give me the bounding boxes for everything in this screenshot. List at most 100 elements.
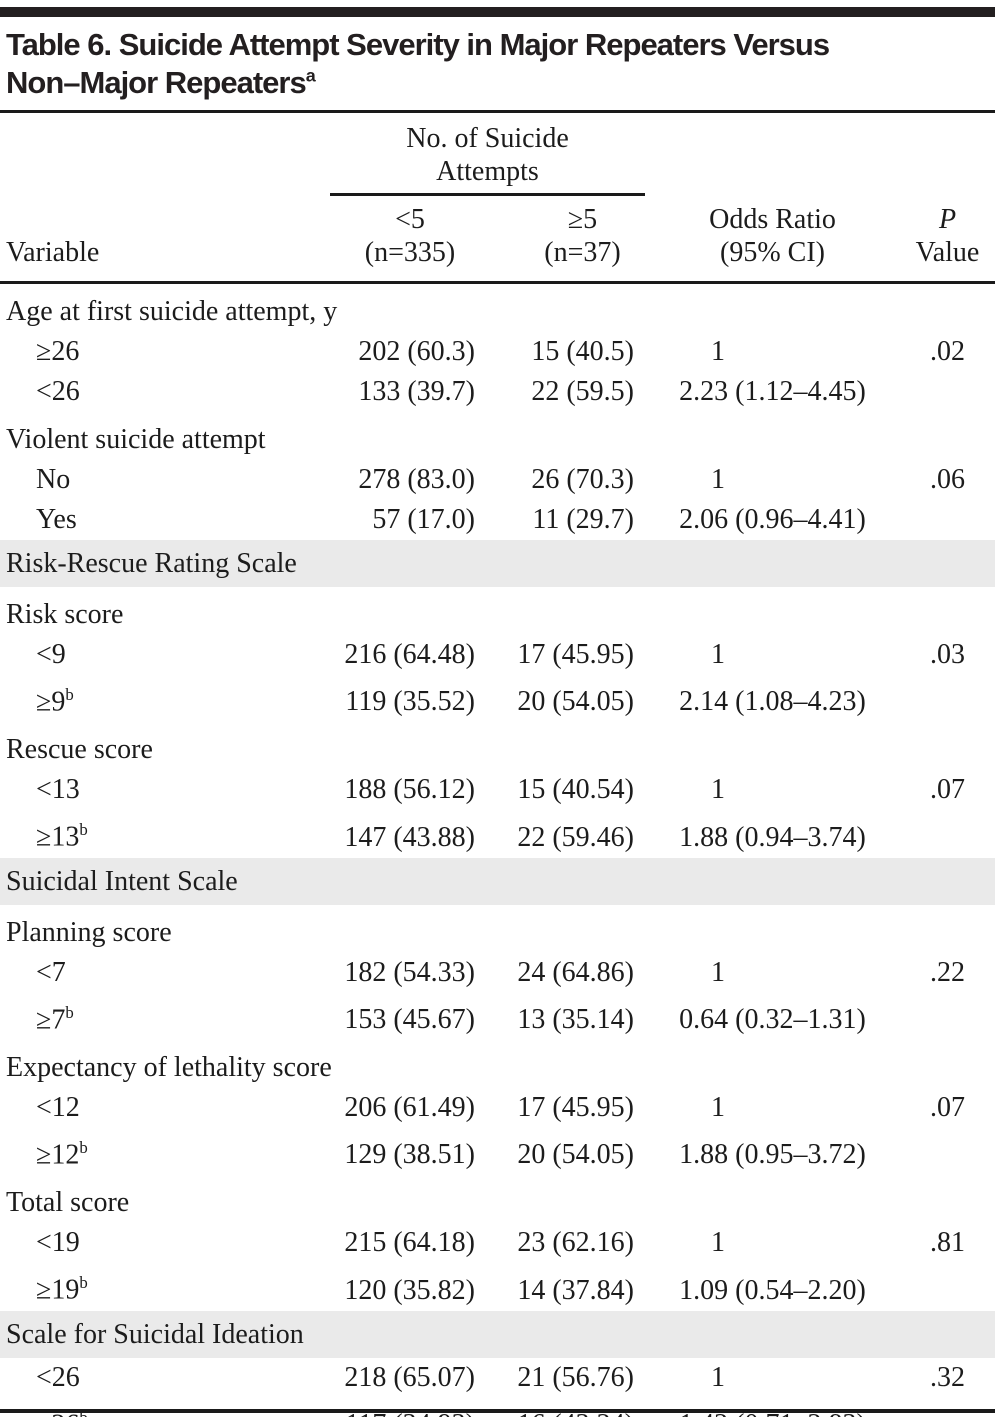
header-col-p-value: P Value bbox=[900, 194, 995, 284]
cell-variable: <26 bbox=[36, 1361, 80, 1393]
cell-p-value bbox=[900, 810, 995, 857]
cell-lt5: 188 (56.12) bbox=[344, 774, 475, 806]
header-col-lt5: <5 (n=335) bbox=[330, 194, 490, 284]
cell-ge5: 20 (54.05) bbox=[517, 1139, 634, 1171]
header-lt5-line-2: (n=335) bbox=[364, 236, 456, 268]
cell-p-value bbox=[900, 993, 995, 1040]
header-attempts-spanner: No. of Suicide Attempts bbox=[330, 113, 645, 196]
cell-variable: ≥7b bbox=[36, 1002, 74, 1035]
cell-odds-ratio: 1.88 (0.94–3.74) bbox=[679, 821, 866, 853]
group-label-row: Expectancy of lethality score bbox=[0, 1040, 995, 1088]
cell-odds-ratio: 2.14 (1.08–4.23) bbox=[679, 686, 866, 718]
cell-lt5: 215 (64.18) bbox=[344, 1227, 475, 1259]
cell-lt5: 278 (83.0) bbox=[358, 463, 475, 495]
attempts-spanner-line-1: No. of Suicide bbox=[406, 122, 569, 154]
header-ge5-line-2: (n=37) bbox=[544, 236, 621, 268]
cell-p-value: .32 bbox=[930, 1361, 965, 1393]
cell-p-value: .02 bbox=[930, 335, 965, 367]
cell-variable: ≥12b bbox=[36, 1137, 88, 1171]
table-row: <9 216 (64.48) 17 (45.95) 1 .03 bbox=[0, 635, 995, 675]
footnote-marker: b bbox=[65, 684, 74, 704]
title-rule bbox=[0, 109, 995, 113]
cell-lt5: 153 (45.67) bbox=[344, 1003, 475, 1035]
table-row: ≥9b 119 (35.52) 20 (54.05) 2.14 (1.08–4.23) bbox=[0, 675, 995, 722]
title-line-2: Non–Major Repeatersa bbox=[6, 64, 989, 102]
table-title: Table 6. Suicide Attempt Severity in Maj… bbox=[0, 0, 995, 103]
cell-p-value: .06 bbox=[930, 463, 965, 495]
title-footnote-marker: a bbox=[305, 66, 316, 87]
group-label: Total score bbox=[6, 1187, 130, 1219]
section-band-row: Suicidal Intent Scale bbox=[0, 857, 995, 905]
cell-variable: ≥13b bbox=[36, 820, 88, 853]
cell-odds-ratio: 2.23 (1.12–4.45) bbox=[679, 375, 866, 407]
header-odds-ratio-line-1: Odds Ratio bbox=[709, 203, 836, 235]
section-band-label: Scale for Suicidal Ideation bbox=[0, 1310, 995, 1358]
group-label-row: Violent suicide attempt bbox=[0, 412, 995, 460]
cell-ge5: 23 (62.16) bbox=[517, 1227, 634, 1259]
section-band-label: Suicidal Intent Scale bbox=[0, 857, 995, 905]
severity-table: No. of Suicide Attempts Variable <5 (n=3… bbox=[0, 113, 995, 1417]
cell-odds-ratio: 2.06 (0.96–4.41) bbox=[679, 503, 866, 535]
table-row: <13 188 (56.12) 15 (40.54) 1 .07 bbox=[0, 770, 995, 810]
header-variable: Variable bbox=[0, 194, 330, 284]
table-row: Yes 57 (17.0) 11 (29.7) 2.06 (0.96–4.41) bbox=[0, 500, 995, 540]
cell-ge5: 17 (45.95) bbox=[517, 1091, 634, 1123]
cell-odds-ratio: 1.09 (0.54–2.20) bbox=[679, 1274, 866, 1306]
cell-ge5: 13 (35.14) bbox=[517, 1003, 634, 1035]
cell-lt5: 117 (34.93) bbox=[330, 1398, 490, 1417]
cell-ge5: 21 (56.76) bbox=[517, 1361, 634, 1393]
cell-ge5: 16 (43.24) bbox=[490, 1398, 645, 1417]
group-label-row: Risk score bbox=[0, 587, 995, 635]
cell-odds-ratio: 1 bbox=[711, 638, 725, 670]
group-label-row: Planning score bbox=[0, 905, 995, 953]
group-label: Age at first suicide attempt, y bbox=[6, 295, 338, 327]
table-row: <19 215 (64.18) 23 (62.16) 1 .81 bbox=[0, 1223, 995, 1263]
cell-odds-ratio: 1 bbox=[711, 956, 725, 988]
cell-p-value bbox=[900, 1263, 995, 1310]
group-label: Risk score bbox=[6, 598, 124, 630]
cell-p-value bbox=[900, 372, 995, 412]
header-col-ge5: ≥5 (n=37) bbox=[490, 194, 645, 284]
cell-p-value bbox=[900, 1128, 995, 1175]
cell-ge5: 24 (64.86) bbox=[517, 956, 634, 988]
cell-p-value: .07 bbox=[930, 1091, 965, 1123]
section-band-row: Risk-Rescue Rating Scale bbox=[0, 539, 995, 587]
group-label-row: Age at first suicide attempt, y bbox=[0, 282, 995, 332]
cell-p-value: .22 bbox=[930, 956, 965, 988]
cell-ge5: 22 (59.5) bbox=[531, 375, 634, 407]
cell-variable: <13 bbox=[36, 774, 80, 806]
cell-p-value bbox=[900, 1398, 995, 1417]
header-ge5-line-1: ≥5 bbox=[567, 203, 598, 235]
cell-variable: <7 bbox=[36, 956, 66, 988]
table-row: ≥26b117 (34.93)16 (43.24)1.42 (0.71–2.83… bbox=[0, 1398, 995, 1417]
cell-lt5: 202 (60.3) bbox=[358, 335, 475, 367]
bottom-rule bbox=[0, 1409, 995, 1413]
top-rule bbox=[0, 7, 995, 17]
cell-ge5: 17 (45.95) bbox=[517, 638, 634, 670]
cell-variable: <12 bbox=[36, 1091, 80, 1123]
cell-lt5: 182 (54.33) bbox=[344, 956, 475, 988]
cell-odds-ratio: 0.64 (0.32–1.31) bbox=[679, 1003, 866, 1035]
table-row: No 278 (83.0) 26 (70.3) 1 .06 bbox=[0, 460, 995, 500]
header-spacer bbox=[645, 114, 900, 195]
header-p-line-2: Value bbox=[915, 236, 980, 268]
attempts-spanner-line-2: Attempts bbox=[436, 155, 539, 187]
cell-lt5: 57 (17.0) bbox=[372, 503, 475, 535]
cell-ge5: 14 (37.84) bbox=[517, 1274, 634, 1306]
cell-odds-ratio: 1.88 (0.95–3.72) bbox=[679, 1139, 866, 1171]
cell-variable: <26 bbox=[36, 375, 80, 407]
footnote-marker: b bbox=[79, 1137, 88, 1157]
header-spanner-row: No. of Suicide Attempts bbox=[0, 113, 995, 196]
group-label-row: Total score bbox=[0, 1175, 995, 1223]
header-spacer bbox=[900, 114, 995, 195]
cell-variable: No bbox=[36, 463, 71, 495]
header-p-line-1: P bbox=[938, 203, 957, 235]
cell-lt5: 206 (61.49) bbox=[344, 1091, 475, 1123]
header-spacer bbox=[0, 114, 330, 195]
header-lt5-line-1: <5 bbox=[395, 203, 425, 235]
cell-variable: <19 bbox=[36, 1227, 80, 1259]
group-label-row: Rescue score bbox=[0, 722, 995, 770]
section-band-row: Scale for Suicidal Ideation bbox=[0, 1310, 995, 1358]
cell-variable: ≥19b bbox=[36, 1273, 88, 1306]
